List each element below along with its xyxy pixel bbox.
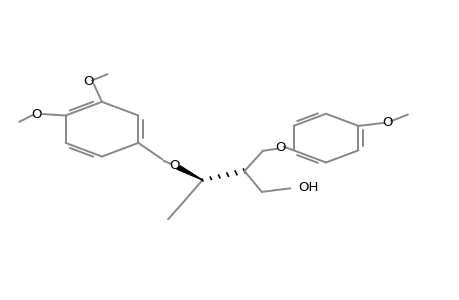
Text: OH: OH (298, 181, 318, 194)
Text: O: O (31, 107, 42, 121)
Polygon shape (176, 166, 202, 180)
Text: O: O (168, 159, 179, 172)
Text: O: O (381, 116, 392, 129)
Text: O: O (274, 141, 285, 154)
Text: O: O (83, 75, 93, 88)
